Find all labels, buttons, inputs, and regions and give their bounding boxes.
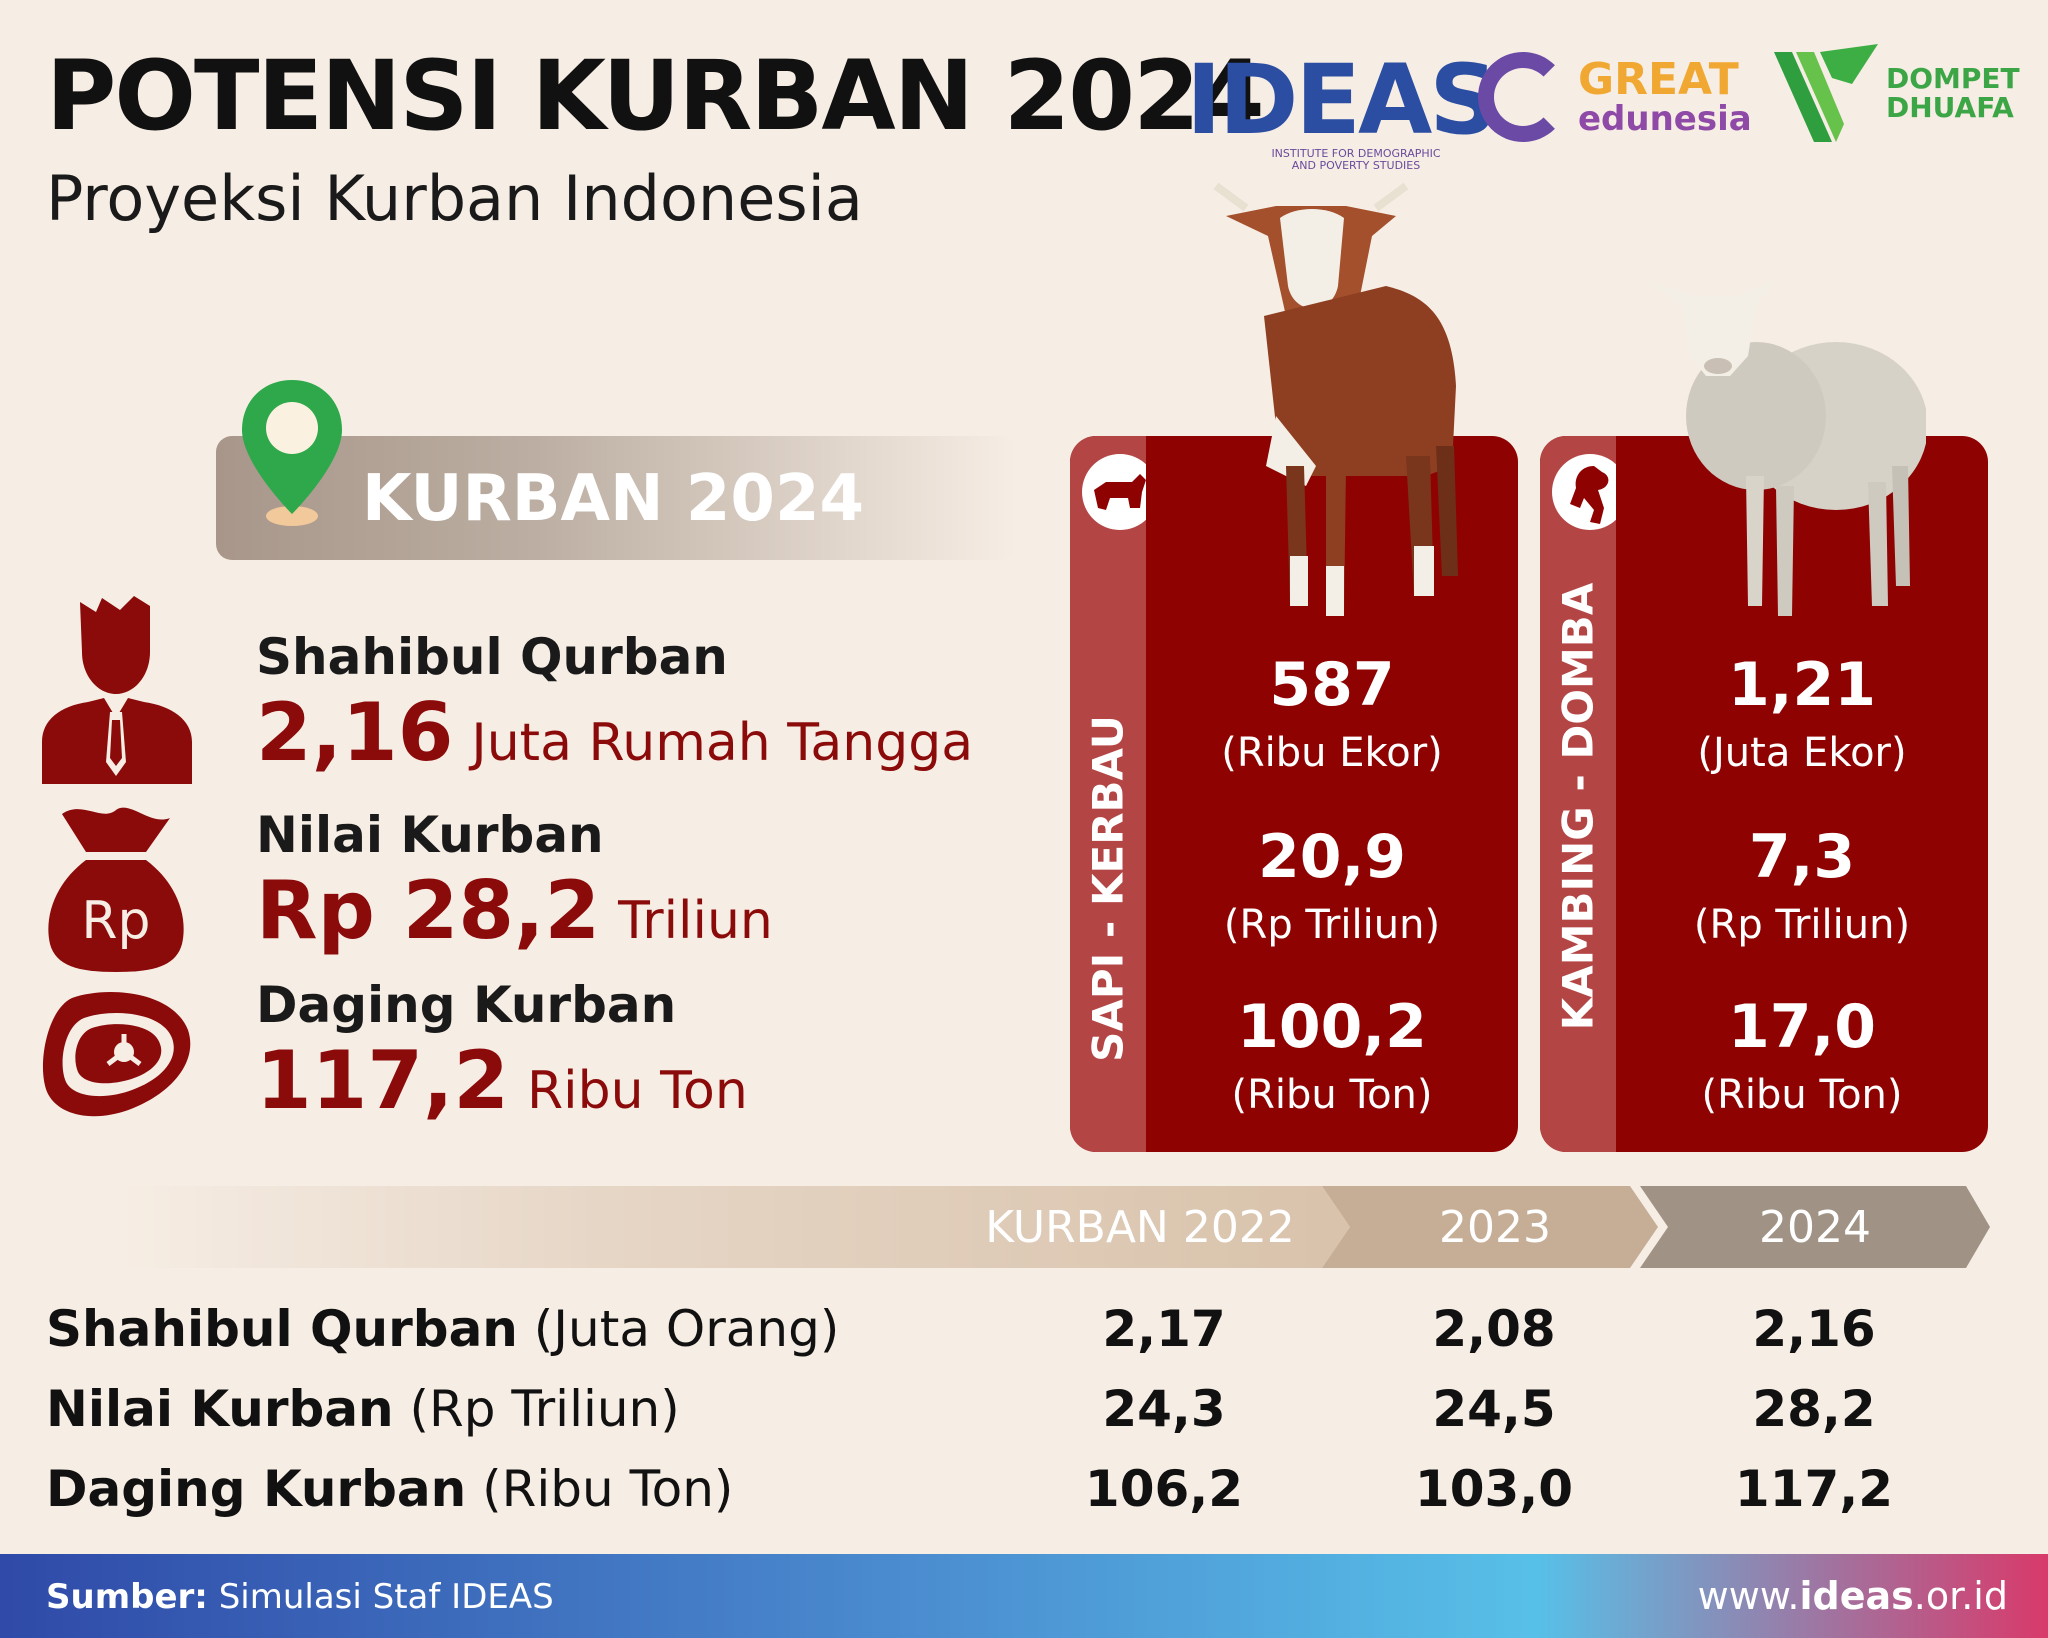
stat-value-daging: 117,2 Ribu Ton: [256, 1034, 748, 1127]
panel-category-label: SAPI - KERBAU: [1083, 715, 1133, 1062]
table-row-label: Daging Kurban (Ribu Ton): [46, 1460, 733, 1518]
ideas-logo-sub-1: INSTITUTE FOR DEMOGRAPHIC: [1271, 147, 1441, 160]
goat-icon: [1552, 454, 1616, 530]
row-label-bold: Daging Kurban: [46, 1460, 467, 1518]
footer-source-text: Simulasi Staf IDEAS: [207, 1577, 554, 1617]
stat-unit-shahibul: Juta Rumah Tangga: [471, 713, 974, 773]
footer-source-label: Sumber:: [46, 1577, 208, 1617]
row-label-unit: (Juta Orang): [517, 1300, 840, 1358]
stat-value-nilai-number: Rp 28,2: [256, 864, 601, 957]
panel-value: 587: [1269, 650, 1395, 720]
table-row-label: Nilai Kurban (Rp Triliun): [46, 1380, 680, 1438]
row-label-unit: (Ribu Ton): [466, 1460, 734, 1518]
stat-value-daging-number: 117,2: [256, 1034, 510, 1127]
stat-value-shahibul: 2,16 Juta Rumah Tangga: [256, 686, 973, 779]
dompet-dhuafa-logo: DOMPET DHUAFA: [1774, 44, 2020, 142]
person-icon: [42, 596, 192, 784]
banner-label: KURBAN 2024: [362, 462, 864, 536]
arrow-background: [120, 1186, 1320, 1268]
ideas-logo-text: IDEAS: [1186, 44, 1498, 156]
page-subtitle: Proyeksi Kurban Indonesia: [46, 162, 863, 235]
money-bag-text: Rp: [81, 891, 150, 951]
stat-value-nilai: Rp 28,2 Triliun: [256, 864, 773, 957]
row-label-bold: Nilai Kurban: [46, 1380, 394, 1438]
row-label-unit: (Rp Triliun): [393, 1380, 680, 1438]
stat-label-daging: Daging Kurban: [256, 976, 677, 1034]
panel-strip: [1070, 436, 1146, 1152]
year-header-2024: 2024: [1759, 1202, 1871, 1253]
footer-url-bold: ideas: [1799, 1574, 1914, 1618]
great-edunesia-logo: GREAT edunesia: [1478, 52, 1752, 142]
location-pin-icon: [242, 380, 342, 526]
panel-value: 100,2: [1237, 992, 1427, 1062]
table-cell: 28,2: [1752, 1380, 1876, 1438]
cow-icon: [1082, 454, 1146, 530]
ideas-logo: IDEAS INSTITUTE FOR DEMOGRAPHIC AND POVE…: [1186, 44, 1498, 172]
panel-unit: (Ribu Ton): [1701, 1072, 1903, 1118]
great-logo-text: GREAT: [1578, 54, 1739, 105]
kurban-2024-banner: [216, 436, 1016, 560]
footer-url-pre: www.: [1697, 1574, 1800, 1618]
row-label-bold: Shahibul Qurban: [46, 1300, 518, 1358]
panel-category-label: KAMBING - DOMBA: [1553, 582, 1603, 1031]
panel-value: 17,0: [1727, 992, 1877, 1062]
table-cell: 103,0: [1414, 1460, 1574, 1518]
footer-source: Sumber: Simulasi Staf IDEAS: [46, 1577, 554, 1617]
panel-unit: (Rp Triliun): [1223, 902, 1441, 948]
table-cell: 2,16: [1752, 1300, 1876, 1358]
footer-url-post: .or.id: [1913, 1574, 2008, 1618]
panel-value: 7,3: [1748, 822, 1856, 892]
stat-label-shahibul: Shahibul Qurban: [256, 628, 728, 686]
stat-unit-nilai: Triliun: [618, 891, 773, 951]
panel-kambing-domba: KAMBING - DOMBA 1,21 (Juta Ekor) 7,3 (Rp…: [1540, 436, 1988, 1152]
panel-value: 1,21: [1727, 650, 1877, 720]
table-row-label: Shahibul Qurban (Juta Orang): [46, 1300, 839, 1358]
meat-steak-icon: [42, 992, 191, 1117]
panel-unit: (Ribu Ton): [1231, 1072, 1433, 1118]
panel-strip: [1540, 436, 1616, 1152]
year-header-2022: KURBAN 2022: [985, 1202, 1295, 1253]
stat-label-nilai: Nilai Kurban: [256, 806, 604, 864]
panel-value: 20,9: [1257, 822, 1407, 892]
stat-value-shahibul-number: 2,16: [256, 686, 454, 779]
table-cell: 117,2: [1734, 1460, 1894, 1518]
sheep-illustration: [1646, 280, 1926, 616]
money-bag-icon: Rp: [48, 807, 184, 972]
table-cell: 106,2: [1084, 1460, 1244, 1518]
great-logo-icon: [1478, 52, 1568, 142]
footer-url[interactable]: www.ideas.or.id: [1698, 1574, 2008, 1618]
footer-bar: [0, 1554, 2048, 1638]
stat-unit-daging: Ribu Ton: [527, 1061, 748, 1121]
edunesia-logo-text: edunesia: [1578, 99, 1752, 139]
panel-unit: (Ribu Ekor): [1221, 730, 1443, 776]
table-cell: 2,08: [1432, 1300, 1556, 1358]
table-cell: 24,3: [1102, 1380, 1226, 1438]
page-title: POTENSI KURBAN 2024: [46, 40, 1265, 152]
dhuafa-logo-text: DHUAFA: [1886, 91, 2014, 124]
panel-unit: (Juta Ekor): [1697, 730, 1907, 776]
table-cell: 24,5: [1432, 1380, 1556, 1438]
table-cell: 2,17: [1102, 1300, 1226, 1358]
dompet-dhuafa-icon: [1774, 44, 1878, 142]
cow-illustration: [1213, 182, 1458, 616]
dompet-logo-text: DOMPET: [1886, 61, 2020, 95]
panel-unit: (Rp Triliun): [1693, 902, 1911, 948]
year-arrows: [1310, 1186, 1990, 1268]
ideas-logo-sub-2: AND POVERTY STUDIES: [1291, 159, 1421, 172]
year-header-2023: 2023: [1439, 1202, 1551, 1253]
